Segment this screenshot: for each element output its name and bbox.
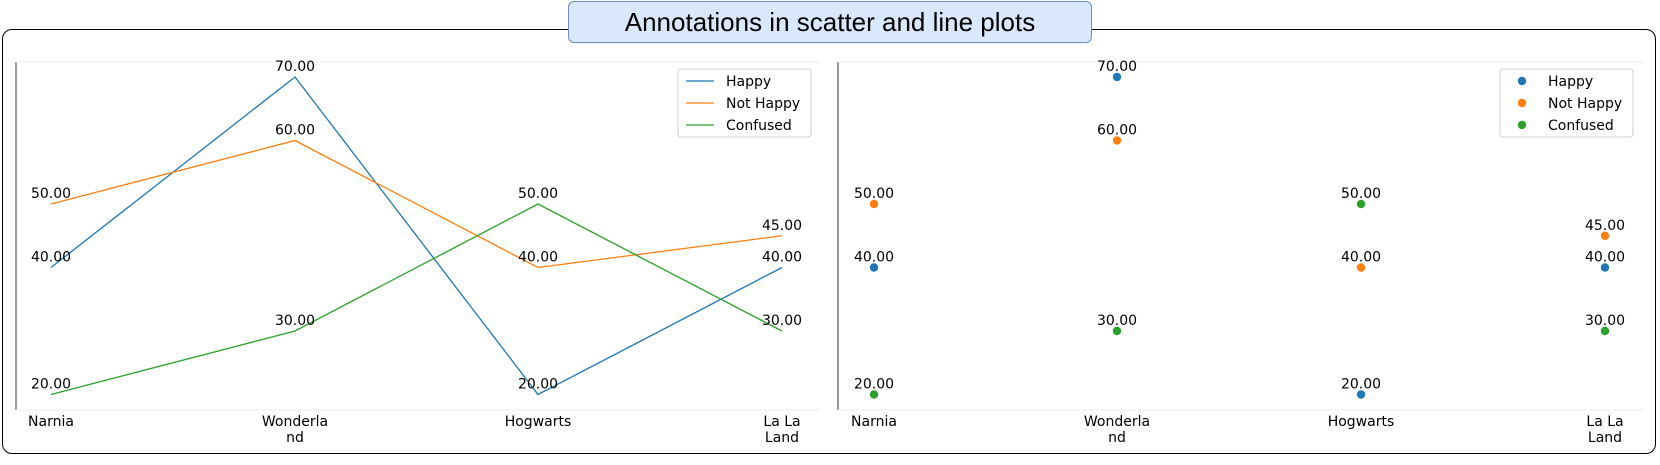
- legend-label-confused: Confused: [1548, 118, 1614, 134]
- x-tick-label: La La Land: [1586, 414, 1623, 446]
- data-label: 40.00: [1341, 250, 1381, 266]
- figure-title: Annotations in scatter and line plots: [568, 1, 1092, 43]
- scatter-point-confused: [1112, 326, 1122, 336]
- legend-label-happy: Happy: [1548, 74, 1593, 90]
- scatter-point-not-happy: [1112, 136, 1122, 145]
- data-label: 30.00: [1585, 313, 1625, 329]
- legend-swatch-confused: [1517, 120, 1527, 130]
- data-label: 45.00: [1585, 218, 1625, 234]
- chart-panel-2: Narnia Wonderla nd Hogwarts La La Land 40.00 70…: [837, 59, 1644, 446]
- scatter-point-happy: [869, 263, 879, 272]
- data-label: 50.00: [854, 186, 894, 202]
- data-label: 45.00: [762, 218, 802, 234]
- x-tick-label: La La Land: [763, 414, 800, 446]
- series-confused: 20.00 30.00 50.00 30.00: [854, 186, 1625, 399]
- series-happy: 40.00 70.00 20.00 40.00: [854, 59, 1625, 399]
- series-line-not-happy: [50, 139, 783, 269]
- scatter-point-not-happy: [1356, 263, 1366, 272]
- series-confused: 20.00 30.00 50.00 30.00: [31, 186, 802, 396]
- data-label: 70.00: [275, 59, 315, 75]
- legend-box: [677, 68, 812, 138]
- scatter-point-happy: [1356, 390, 1366, 399]
- x-tick-label: Hogwarts: [1328, 414, 1395, 430]
- x-tick-label: Wonderla nd: [262, 414, 328, 446]
- x-tick-label: Hogwarts: [505, 414, 572, 430]
- data-label: 20.00: [31, 377, 71, 393]
- chart-panel-1: Narnia Wonderla nd Hogwarts La La Land 40.00 70…: [15, 59, 820, 446]
- data-label: 70.00: [1097, 59, 1137, 75]
- data-label: 30.00: [1097, 313, 1137, 329]
- x-tick-label: Narnia: [851, 414, 897, 430]
- data-label: 50.00: [1341, 186, 1381, 202]
- data-label: 50.00: [518, 186, 558, 202]
- series-line-confused: [50, 203, 783, 396]
- data-label: 40.00: [518, 250, 558, 266]
- legend-label-happy: Happy: [726, 74, 771, 90]
- data-label: 60.00: [275, 123, 315, 139]
- legend-label-not-happy: Not Happy: [726, 96, 800, 112]
- data-label: 60.00: [1097, 123, 1137, 139]
- x-tick-label: Wonderla nd: [1084, 414, 1150, 446]
- legend-label-confused: Confused: [726, 118, 792, 134]
- scatter-point-confused: [869, 390, 879, 399]
- data-label: 50.00: [31, 186, 71, 202]
- series-not-happy: 50.00 60.00 40.00 45.00: [854, 123, 1625, 272]
- scatter-point-confused: [1600, 326, 1610, 336]
- legend: Happy Not Happy Confused: [677, 68, 812, 138]
- legend: Happy Not Happy Confused: [1499, 68, 1634, 138]
- scatter-point-happy: [1600, 263, 1610, 272]
- x-tick-label: Narnia: [28, 414, 74, 430]
- series-not-happy: 50.00 60.00 40.00 45.00: [31, 123, 802, 269]
- data-label: 20.00: [854, 377, 894, 393]
- data-label: 40.00: [762, 250, 802, 266]
- data-label: 30.00: [275, 313, 315, 329]
- series-line-happy: [50, 76, 783, 396]
- data-label: 40.00: [854, 250, 894, 266]
- legend-label-not-happy: Not Happy: [1548, 96, 1622, 112]
- legend-swatch-happy: [1517, 76, 1527, 86]
- data-label: 20.00: [1341, 377, 1381, 393]
- scatter-point-not-happy: [1600, 231, 1610, 240]
- scatter-point-confused: [1356, 199, 1366, 209]
- legend-swatch-not-happy: [1517, 98, 1527, 108]
- scatter-point-not-happy: [869, 199, 879, 209]
- data-label: 30.00: [762, 313, 802, 329]
- data-label: 40.00: [1585, 250, 1625, 266]
- legend-box: [1499, 68, 1634, 138]
- data-label: 40.00: [31, 250, 71, 266]
- scatter-point-happy: [1112, 72, 1122, 82]
- data-label: 20.00: [518, 377, 558, 393]
